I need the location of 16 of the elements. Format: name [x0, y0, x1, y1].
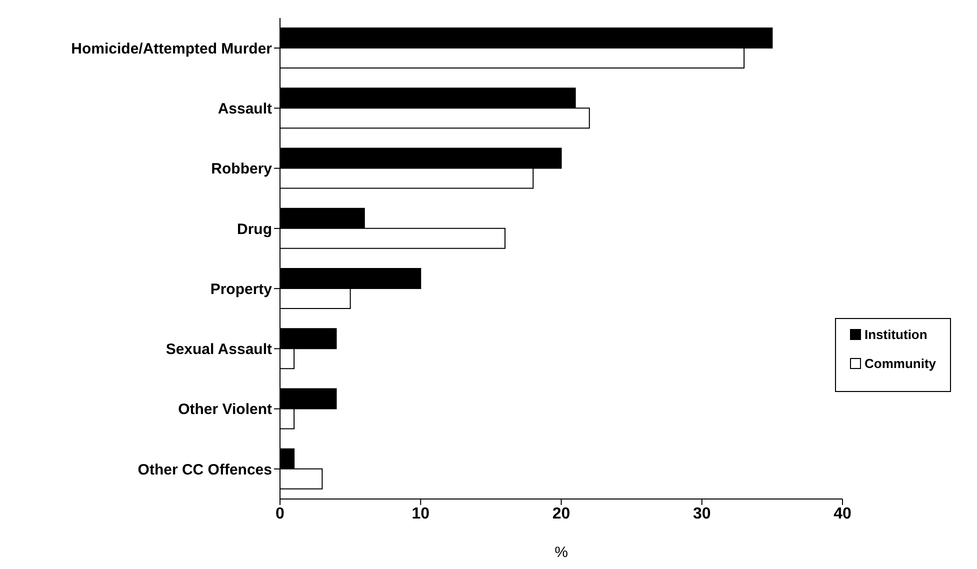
- y-tick-label: Assault: [218, 100, 272, 118]
- y-tick-label: Robbery: [211, 160, 273, 178]
- x-tick-label: 30: [692, 505, 711, 522]
- y-tick-label: Property: [210, 280, 273, 298]
- y-tick-label: Drug: [237, 220, 272, 238]
- x-tick-label: 40: [834, 505, 852, 522]
- y-tick-label: Other Violent: [178, 401, 272, 418]
- y-tick-label: Other CC Offences: [138, 461, 272, 478]
- y-tick-label: Homicide/Attempted Murder: [71, 40, 272, 58]
- x-tick-label: 10: [412, 505, 430, 522]
- y-tick-label: Sexual Assault: [166, 341, 272, 358]
- x-tick-label: 20: [552, 505, 570, 522]
- legend-label: Community: [864, 356, 936, 371]
- x-axis-title: %: [554, 544, 568, 561]
- legend-label: Institution: [864, 327, 928, 342]
- x-tick-label: 0: [276, 505, 285, 522]
